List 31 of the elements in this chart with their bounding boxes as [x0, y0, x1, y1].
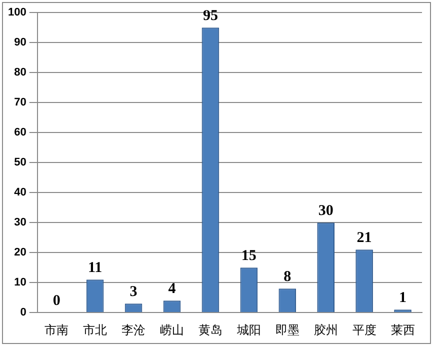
x-tick-label: 市南	[44, 322, 69, 337]
y-tick-label: 70	[14, 96, 26, 109]
y-tick-label: 20	[14, 246, 26, 259]
x-tick-label: 市北	[83, 322, 108, 337]
data-label: 4	[168, 280, 176, 297]
x-tick-label: 平度	[352, 322, 376, 337]
data-label: 95	[202, 8, 218, 24]
x-tick-label: 崂山	[160, 322, 184, 337]
y-tick-label: 80	[14, 66, 26, 79]
data-label: 15	[241, 248, 256, 264]
x-tick-label: 黄岛	[198, 322, 222, 337]
data-label: 8	[284, 268, 292, 285]
data-label: 0	[52, 292, 60, 309]
x-tick-label: 城阳	[236, 322, 261, 337]
y-tick-label: 90	[14, 36, 26, 49]
y-tick-label: 60	[14, 126, 26, 139]
data-label: 3	[130, 284, 138, 300]
x-tick-label: 李沧	[122, 322, 146, 337]
x-tick-label: 即墨	[275, 322, 300, 337]
y-tick-label: 40	[14, 186, 26, 199]
data-label: 30	[318, 202, 334, 219]
y-tick-label: 0	[20, 306, 26, 319]
y-tick-label: 100	[8, 6, 26, 19]
data-label: 11	[88, 260, 102, 276]
data-label: 1	[399, 290, 407, 306]
x-tick-label: 胶州	[314, 322, 338, 337]
y-tick-label: 10	[14, 276, 26, 289]
y-tick-label: 30	[14, 216, 26, 229]
data-label: 21	[356, 230, 372, 246]
y-tick-label: 50	[14, 156, 26, 169]
x-tick-label: 莱西	[390, 322, 415, 337]
